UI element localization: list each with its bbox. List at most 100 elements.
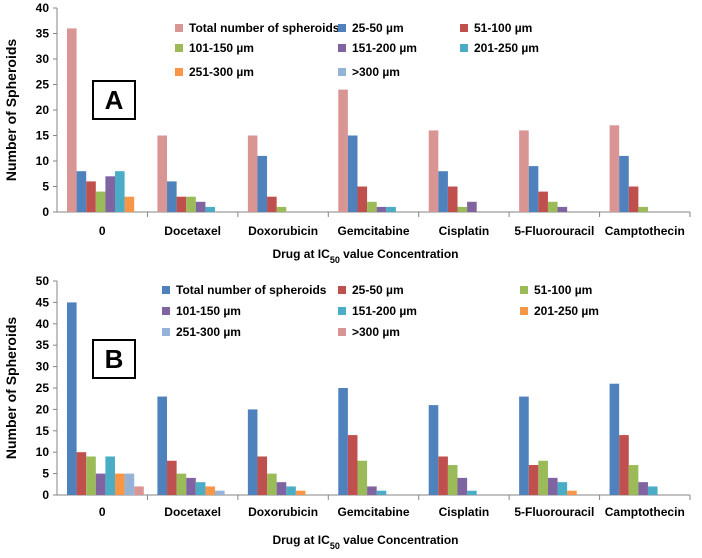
legend-swatch <box>162 307 170 315</box>
legend-label: 51-100 µm <box>534 283 592 297</box>
bar-a-3-1 <box>347 135 358 212</box>
bar-b-2-1 <box>257 456 268 495</box>
legend-label: Total number of spheroids <box>176 283 327 297</box>
x-category-label: 0 <box>99 505 106 519</box>
bar-b-4-2 <box>447 465 458 495</box>
bar-b-5-2 <box>538 460 548 495</box>
bar-b-2-0 <box>247 409 258 495</box>
legend-label: 151-200 µm <box>352 41 417 55</box>
bar-a-1-2 <box>176 196 187 212</box>
legend-label: 251-300 µm <box>189 65 254 79</box>
legend-swatch <box>162 286 170 294</box>
legend-swatch <box>338 24 346 32</box>
y-tick-label: 20 <box>36 402 50 416</box>
legend-label: 51-100 µm <box>474 21 532 35</box>
bar-a-6-3 <box>638 206 648 212</box>
bar-b-4-3 <box>457 477 468 495</box>
legend-label: 25-50 µm <box>352 21 404 35</box>
bar-b-0-6 <box>124 473 135 495</box>
y-tick-label: 30 <box>36 360 50 374</box>
bar-b-3-3 <box>367 486 377 495</box>
bar-a-6-2 <box>628 186 639 212</box>
bar-a-3-0 <box>338 89 348 212</box>
bar-a-5-1 <box>528 166 539 212</box>
x-category-label: Doxorubicin <box>248 505 318 519</box>
legend-label: >300 µm <box>352 65 400 79</box>
bar-a-6-0 <box>609 125 620 212</box>
chart-panel-a: 0 5 10 15 20 25 30 35 40 Number of Spheroids 0 Doce… <box>3 1 691 265</box>
y-tick-label: 0 <box>42 488 49 502</box>
x-axis-title: Drug at IC50 value Concentration <box>272 533 458 551</box>
bar-a-1-4 <box>195 201 206 212</box>
bar-b-2-2 <box>267 473 277 495</box>
legend: Total number of spheroids 25-50 µm 51-100 … <box>175 21 539 79</box>
bar-a-2-0 <box>247 135 258 212</box>
legend-swatch <box>460 24 468 32</box>
legend-label: 201-250 µm <box>474 41 539 55</box>
y-axis-title: Number of Spheroids <box>3 39 19 182</box>
bar-b-0-7 <box>134 486 144 495</box>
panel-label: A <box>105 85 124 115</box>
legend-label: Total number of spheroids <box>189 21 340 35</box>
bar-b-5-4 <box>557 482 568 495</box>
legend-label: 201-250 µm <box>534 304 599 318</box>
x-category-label: 5-Fluorouracil <box>514 505 594 519</box>
x-category-label: Camptothecin <box>605 505 685 519</box>
legend-label: 251-300 µm <box>176 325 241 339</box>
bar-a-3-3 <box>367 201 377 212</box>
legend-swatch <box>175 68 183 76</box>
bar-b-2-4 <box>286 486 296 495</box>
bar-b-2-3 <box>276 482 287 495</box>
legend-swatch <box>460 44 468 52</box>
bar-a-0-0 <box>67 28 77 213</box>
y-tick-label: 20 <box>36 103 50 117</box>
legend-swatch <box>175 44 183 52</box>
bar-b-1-3 <box>186 477 196 495</box>
bar-a-4-4 <box>467 201 477 212</box>
x-axis-title: Drug at IC50 value Concentration <box>272 247 458 265</box>
legend-label: 151-200 µm <box>352 304 417 318</box>
y-tick-label: 25 <box>36 381 50 395</box>
bar-b-0-0 <box>67 302 77 495</box>
legend-swatch <box>520 307 528 315</box>
bar-a-5-4 <box>557 206 568 212</box>
y-tick-label: 15 <box>36 129 50 143</box>
x-category-label: 5-Fluorouracil <box>514 224 594 238</box>
bar-a-2-1 <box>257 155 268 212</box>
y-tick-label: 10 <box>36 445 50 459</box>
bar-b-1-1 <box>167 460 177 495</box>
bar-a-1-5 <box>205 206 216 212</box>
bar-a-5-3 <box>547 201 558 212</box>
bar-b-4-4 <box>467 490 477 495</box>
bar-b-6-1 <box>619 435 629 495</box>
bar-a-1-3 <box>186 196 196 212</box>
legend-swatch <box>338 328 346 336</box>
bar-a-0-3 <box>95 191 106 212</box>
bar-b-1-5 <box>205 486 216 495</box>
bar-a-4-2 <box>447 186 458 212</box>
y-tick-label: 5 <box>42 180 49 194</box>
bar-b-4-0 <box>428 405 439 495</box>
bar-b-3-2 <box>357 460 368 495</box>
bar-a-0-4 <box>105 176 115 212</box>
bar-b-4-1 <box>438 456 448 495</box>
bar-b-0-1 <box>76 452 87 495</box>
bar-a-2-3 <box>276 206 287 212</box>
y-tick-label: 45 <box>36 295 50 309</box>
y-tick-label: 50 <box>36 274 50 288</box>
y-tick-label: 15 <box>36 424 50 438</box>
legend-label: 101-150 µm <box>189 41 254 55</box>
bar-b-2-5 <box>295 490 306 495</box>
x-category-label: Gemcitabine <box>337 505 409 519</box>
bar-b-1-4 <box>195 482 206 495</box>
bar-b-6-2 <box>628 465 639 495</box>
bar-b-5-1 <box>528 465 539 495</box>
y-tick-label: 35 <box>36 27 50 41</box>
y-tick-label: 25 <box>36 78 50 92</box>
legend-swatch <box>338 307 346 315</box>
bar-b-6-4 <box>647 486 658 495</box>
bar-b-1-6 <box>215 490 225 495</box>
y-tick-label: 0 <box>42 205 49 219</box>
legend: Total number of spheroids 25-50 µm 51-100 … <box>162 283 599 339</box>
bar-b-0-2 <box>86 456 96 495</box>
